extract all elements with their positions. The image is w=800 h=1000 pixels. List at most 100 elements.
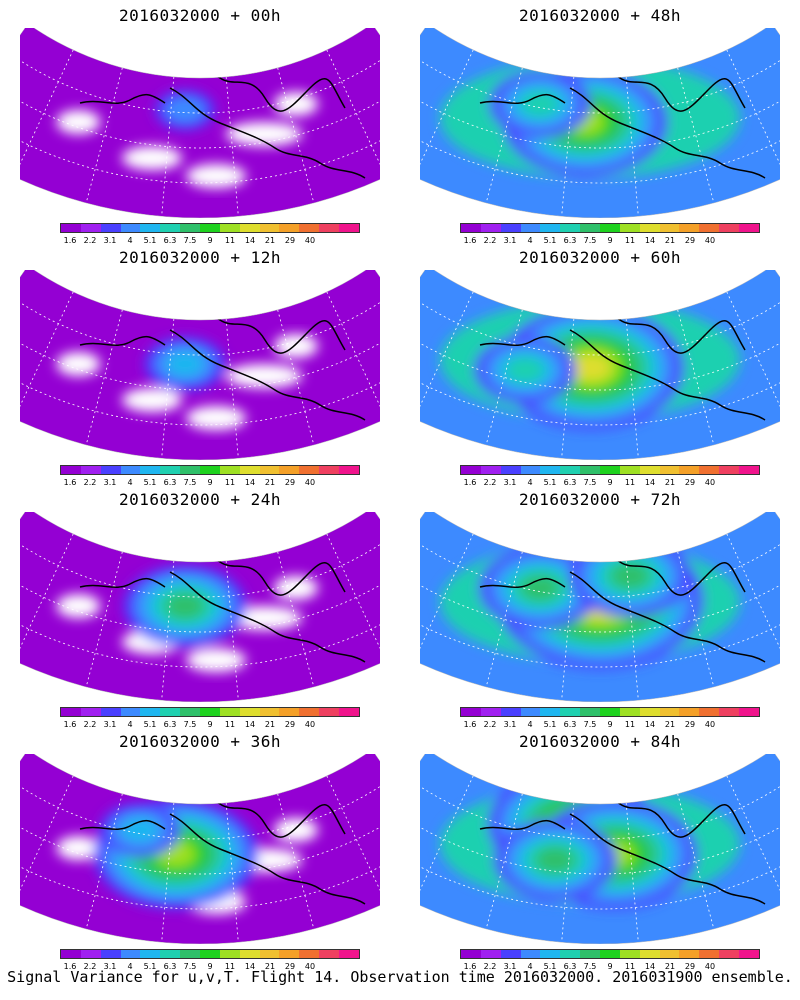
longitude-line bbox=[726, 775, 780, 903]
latitude-line bbox=[420, 351, 780, 426]
panel-title: 2016032000 + 36h bbox=[118, 732, 282, 751]
variance-map bbox=[420, 512, 780, 702]
colorbar-swatch bbox=[140, 224, 161, 232]
variance-contour bbox=[520, 575, 560, 601]
low-variance-area bbox=[226, 122, 302, 146]
longitude-line bbox=[420, 291, 474, 419]
colorbar-tick-label: 6.3 bbox=[563, 478, 577, 487]
colorbar-tick-label: 29 bbox=[284, 720, 296, 729]
colorbar-swatch bbox=[279, 466, 300, 474]
colorbar-labels: 1.6 2.2 3.1 4 5.1 6.3 7.5 9 11 14 21 29 40 bbox=[60, 236, 360, 246]
colorbar-swatch bbox=[219, 950, 240, 958]
colorbar-swatch bbox=[480, 950, 501, 958]
colorbar-tick-label: 4 bbox=[127, 236, 133, 245]
low-variance-area bbox=[274, 576, 318, 600]
colorbar-tick-label: 1.6 bbox=[63, 236, 77, 245]
colorbar-tick-label: 3.1 bbox=[503, 236, 517, 245]
colorbar-tick-label: 7.5 bbox=[583, 962, 597, 971]
colorbar-swatch bbox=[200, 950, 220, 958]
map-panel: 2016032000 + 48h 1.6 2.2 3.1 4 5.1 6.3 7.5 9 11 14… bbox=[400, 0, 800, 245]
colorbar-tick-label: 9 bbox=[607, 720, 613, 729]
colorbar-swatch bbox=[600, 224, 620, 232]
panel-title: 2016032000 + 12h bbox=[118, 248, 282, 267]
longitude-line bbox=[485, 67, 523, 204]
colorbar-tick-label: 11 bbox=[624, 720, 636, 729]
colorbar-labels: 1.6 2.2 3.1 4 5.1 6.3 7.5 9 11 14 21 29 40 bbox=[60, 962, 360, 972]
colorbar-swatch bbox=[339, 224, 359, 232]
latitude-line bbox=[20, 778, 380, 840]
colorbar-tick-label: 3.1 bbox=[503, 720, 517, 729]
colorbar-tick-label: 9 bbox=[607, 478, 613, 487]
colorbar bbox=[460, 465, 760, 475]
colorbar-tick-label: 40 bbox=[304, 720, 316, 729]
colorbar-tick-label: 5.1 bbox=[143, 478, 157, 487]
colorbar-labels: 1.6 2.2 3.1 4 5.1 6.3 7.5 9 11 14 21 29 40 bbox=[460, 720, 760, 730]
colorbar-swatch bbox=[339, 708, 359, 716]
map-panel: 2016032000 + 84h 1.6 2.2 3.1 4 5.1 6.3 7.5 9 11 14… bbox=[400, 726, 800, 971]
variance-contour bbox=[571, 354, 611, 381]
colorbar-swatch bbox=[580, 224, 601, 232]
latitude-line bbox=[20, 109, 380, 184]
colorbar-tick-label: 4 bbox=[127, 720, 133, 729]
colorbar-labels: 1.6 2.2 3.1 4 5.1 6.3 7.5 9 11 14 21 29 40 bbox=[60, 720, 360, 730]
colorbar-swatch bbox=[200, 466, 220, 474]
colorbar-swatch bbox=[219, 466, 240, 474]
colorbar-tick-label: 1.6 bbox=[463, 720, 477, 729]
colorbar-tick-label: 29 bbox=[684, 236, 696, 245]
colorbar-tick-label: 11 bbox=[224, 962, 236, 971]
colorbar-swatch bbox=[140, 466, 161, 474]
colorbar-tick-label: 11 bbox=[624, 236, 636, 245]
longitude-line bbox=[277, 793, 315, 930]
longitude-line bbox=[326, 291, 380, 419]
colorbar-tick-label: 1.6 bbox=[63, 962, 77, 971]
longitude-line bbox=[561, 802, 575, 943]
colorbar-swatch bbox=[619, 224, 640, 232]
colorbar-tick-label: 1.6 bbox=[63, 720, 77, 729]
colorbar-tick-label: 2.2 bbox=[83, 962, 97, 971]
colorbar-swatch bbox=[679, 224, 700, 232]
colorbar-swatch bbox=[679, 708, 700, 716]
colorbar-tick-label: 7.5 bbox=[183, 236, 197, 245]
colorbar-tick-label: 6.3 bbox=[563, 236, 577, 245]
colorbar-swatch bbox=[739, 950, 759, 958]
colorbar-swatch bbox=[61, 708, 81, 716]
longitude-line bbox=[326, 775, 380, 903]
colorbar-swatch bbox=[200, 708, 220, 716]
colorbar-swatch bbox=[659, 466, 680, 474]
colorbar-swatch bbox=[299, 466, 320, 474]
colorbar-swatch bbox=[540, 708, 561, 716]
colorbar-tick-label: 4 bbox=[127, 962, 133, 971]
colorbar-tick-label: 5.1 bbox=[143, 962, 157, 971]
colorbar-labels: 1.6 2.2 3.1 4 5.1 6.3 7.5 9 11 14 21 29 40 bbox=[460, 236, 760, 246]
colorbar-tick-label: 6.3 bbox=[563, 720, 577, 729]
colorbar-swatch bbox=[540, 950, 561, 958]
colorbar-tick-label: 3.1 bbox=[503, 962, 517, 971]
colorbar-swatch bbox=[259, 950, 280, 958]
latitude-line bbox=[420, 294, 780, 356]
colorbar bbox=[460, 223, 760, 233]
colorbar-swatch bbox=[180, 708, 201, 716]
colorbar-swatch bbox=[219, 708, 240, 716]
colorbar-swatch bbox=[259, 224, 280, 232]
colorbar-swatch bbox=[480, 224, 501, 232]
colorbar-swatch bbox=[140, 950, 161, 958]
latitude-line bbox=[420, 80, 780, 149]
colorbar-tick-label: 11 bbox=[624, 478, 636, 487]
colorbar-tick-label: 40 bbox=[704, 236, 716, 245]
map-panel: 2016032000 + 36h 1.6 2.2 3.1 4 5.1 6.3 7.5 9 11 14… bbox=[0, 726, 400, 971]
longitude-line bbox=[20, 49, 74, 177]
colorbar-tick-label: 29 bbox=[284, 236, 296, 245]
colorbar-tick-label: 14 bbox=[644, 478, 656, 487]
colorbar-swatch bbox=[259, 466, 280, 474]
colorbar-swatch bbox=[239, 224, 260, 232]
colorbar-labels: 1.6 2.2 3.1 4 5.1 6.3 7.5 9 11 14 21 29 40 bbox=[460, 478, 760, 488]
longitude-line bbox=[277, 67, 315, 204]
low-variance-area bbox=[186, 164, 246, 188]
variance-contour bbox=[535, 847, 575, 873]
colorbar-tick-label: 21 bbox=[264, 478, 276, 487]
low-variance-area bbox=[274, 92, 318, 116]
colorbar-swatch bbox=[739, 466, 759, 474]
longitude-line bbox=[20, 291, 74, 419]
colorbar-swatch bbox=[560, 950, 581, 958]
longitude-line bbox=[225, 76, 239, 217]
